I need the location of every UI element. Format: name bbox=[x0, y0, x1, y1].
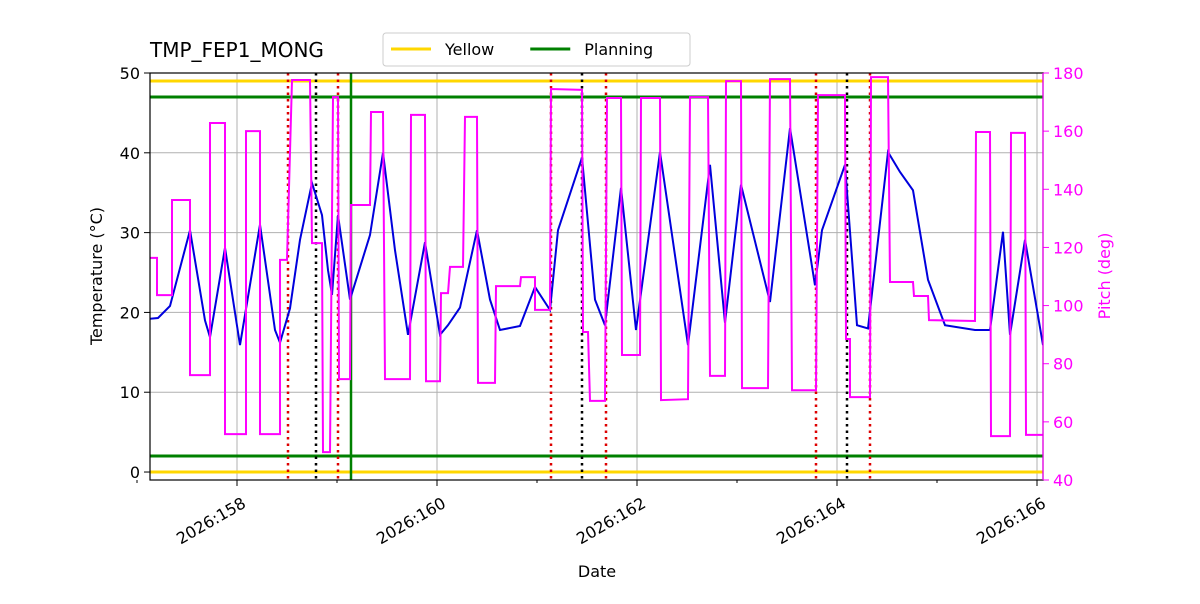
y2-tick-label: 120 bbox=[1053, 238, 1084, 257]
x-axis-label: Date bbox=[578, 562, 616, 581]
plot-frame bbox=[149, 72, 1044, 481]
x-tick-label: 2026:158 bbox=[173, 493, 249, 548]
y-tick-label: 20 bbox=[120, 303, 140, 322]
y2-axis-label: Pitch (deg) bbox=[1095, 233, 1114, 320]
y-tick-label: 10 bbox=[120, 383, 140, 402]
y2-tick-label: 160 bbox=[1053, 122, 1084, 141]
data-line bbox=[150, 127, 1043, 346]
x-tick-label: 2026:160 bbox=[373, 493, 449, 548]
legend-label: Planning bbox=[584, 40, 653, 59]
y2-tick-label: 140 bbox=[1053, 180, 1084, 199]
plot-area bbox=[150, 73, 1043, 480]
x-tick-label: 2026:164 bbox=[773, 493, 849, 548]
y2-tick-label: 100 bbox=[1053, 297, 1084, 316]
chart-title: TMP_FEP1_MONG bbox=[149, 38, 324, 62]
y2-tick-label: 80 bbox=[1053, 355, 1073, 374]
y2-tick-label: 40 bbox=[1053, 471, 1073, 490]
y-tick-label: 30 bbox=[120, 224, 140, 243]
y2-tick-label: 180 bbox=[1053, 64, 1084, 83]
y-tick-label: 40 bbox=[120, 144, 140, 163]
data-line bbox=[150, 76, 1043, 454]
y-tick-label: 50 bbox=[120, 64, 140, 83]
y-tick-label: 0 bbox=[130, 463, 140, 482]
x-tick-label: 2026:166 bbox=[973, 493, 1049, 548]
x-tick-label: 2026:162 bbox=[573, 493, 649, 548]
legend-label: Yellow bbox=[444, 40, 494, 59]
y-axis-label: Temperature (°C) bbox=[87, 207, 106, 346]
legend: Yellow Planning bbox=[382, 32, 691, 67]
y2-tick-label: 60 bbox=[1053, 413, 1073, 432]
